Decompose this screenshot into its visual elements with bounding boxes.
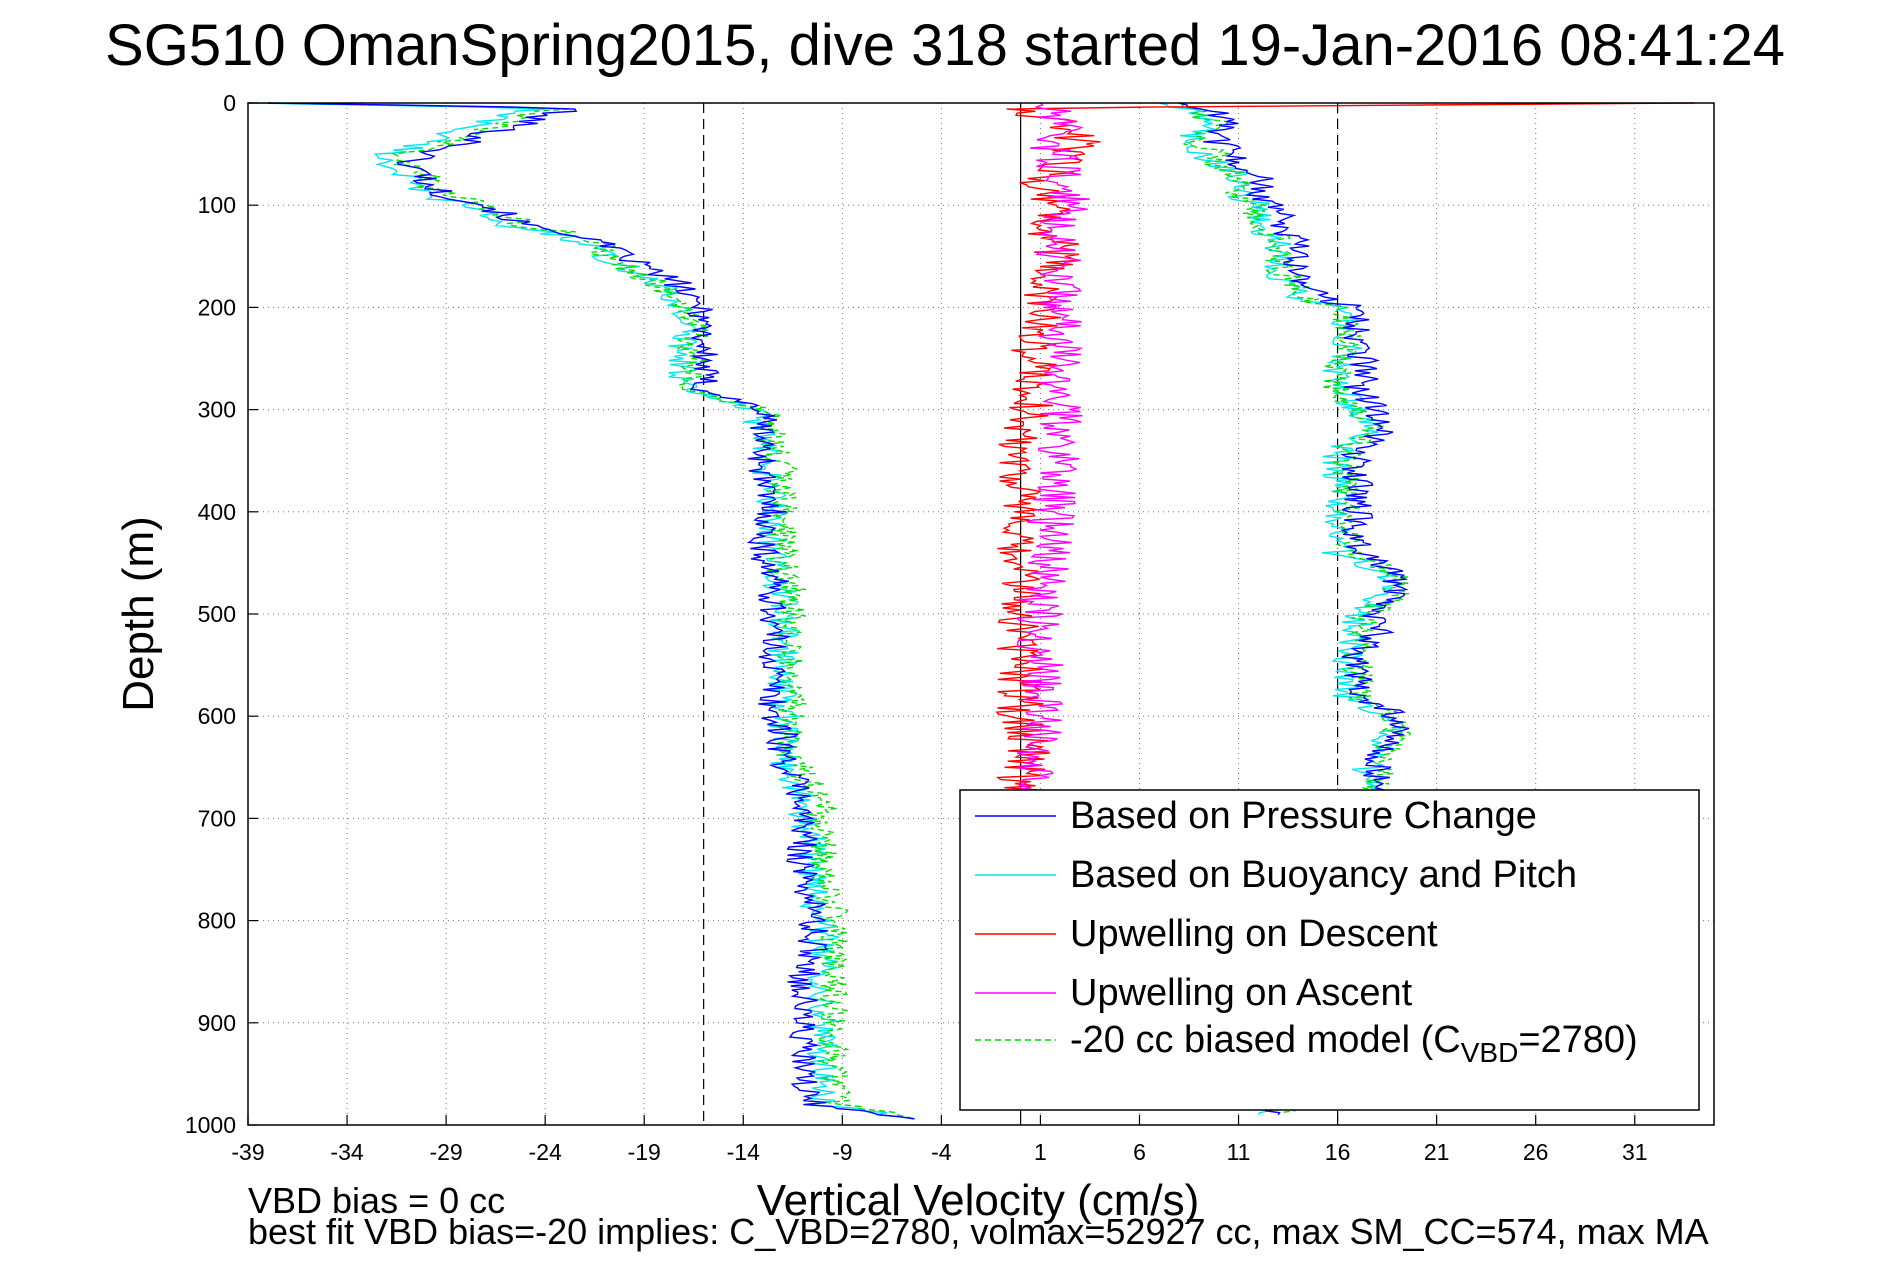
- x-tick-label: -24: [529, 1139, 562, 1165]
- x-tick-label: 31: [1622, 1139, 1648, 1165]
- legend-suffix: =2780): [1518, 1019, 1637, 1061]
- y-tick-label: 500: [198, 601, 236, 627]
- series-line-5-ascent: [1178, 102, 1412, 1116]
- x-tick-label: 6: [1133, 1139, 1146, 1165]
- y-tick-label: 1000: [185, 1112, 236, 1138]
- x-tick-label: -34: [330, 1139, 363, 1165]
- legend-label-1: Based on Pressure Change: [1070, 795, 1537, 837]
- x-tick-label: 26: [1523, 1139, 1549, 1165]
- x-axis-ticks: -39 -34 -29 -24 -19 -14 -9 -4 1 6 11 16 21 26 31: [231, 1115, 1648, 1165]
- x-tick-label: 16: [1325, 1139, 1351, 1165]
- x-axis-label: Vertical Velocity (cm/s): [757, 1176, 1200, 1225]
- series-line-1-descent: [267, 102, 915, 1120]
- x-tick-label: -14: [727, 1139, 760, 1165]
- vbd-bias-note: VBD bias = 0 cc: [248, 1180, 505, 1221]
- y-tick-label: 200: [198, 294, 236, 320]
- y-tick-label: 100: [198, 192, 236, 218]
- best-fit-note: best fit VBD bias=-20 implies: C_VBD=278…: [248, 1211, 1709, 1252]
- y-tick-label: 800: [198, 908, 236, 934]
- x-tick-label: 11: [1227, 1139, 1251, 1165]
- y-tick-label: 600: [198, 703, 236, 729]
- x-tick-label: -4: [931, 1139, 952, 1165]
- x-tick-label: -9: [832, 1139, 852, 1165]
- x-tick-label: 1: [1034, 1139, 1047, 1165]
- y-tick-label: 400: [198, 499, 236, 525]
- series-line-4-profile: [1016, 102, 1090, 798]
- chart-title: SG510 OmanSpring2015, dive 318 started 1…: [105, 13, 1785, 78]
- y-tick-label: 900: [198, 1010, 236, 1036]
- x-tick-label: -39: [231, 1139, 264, 1165]
- y-tick-label: 700: [198, 805, 236, 831]
- y-tick-label: 300: [198, 397, 236, 423]
- y-tick-label: 0: [223, 90, 236, 116]
- legend-subscript: VBD: [1461, 1037, 1519, 1068]
- y-axis-label: Depth (m): [114, 516, 163, 712]
- legend-label-4: Upwelling on Ascent: [1070, 972, 1413, 1014]
- y-axis-ticks: 0 100 200 300 400 500 600 700 800 900 1000: [185, 90, 258, 1138]
- legend-label-5: -20 cc biased model (CVBD=2780): [1070, 1019, 1638, 1068]
- x-tick-label: -19: [628, 1139, 661, 1165]
- legend-label-2: Based on Buoyancy and Pitch: [1070, 854, 1577, 896]
- legend: Based on Pressure Change Based on Buoyanc…: [959, 789, 1700, 1111]
- legend-box: [959, 789, 1700, 1111]
- legend-label-3: Upwelling on Descent: [1070, 913, 1438, 955]
- x-tick-label: 21: [1424, 1139, 1450, 1165]
- x-tick-label: -29: [429, 1139, 462, 1165]
